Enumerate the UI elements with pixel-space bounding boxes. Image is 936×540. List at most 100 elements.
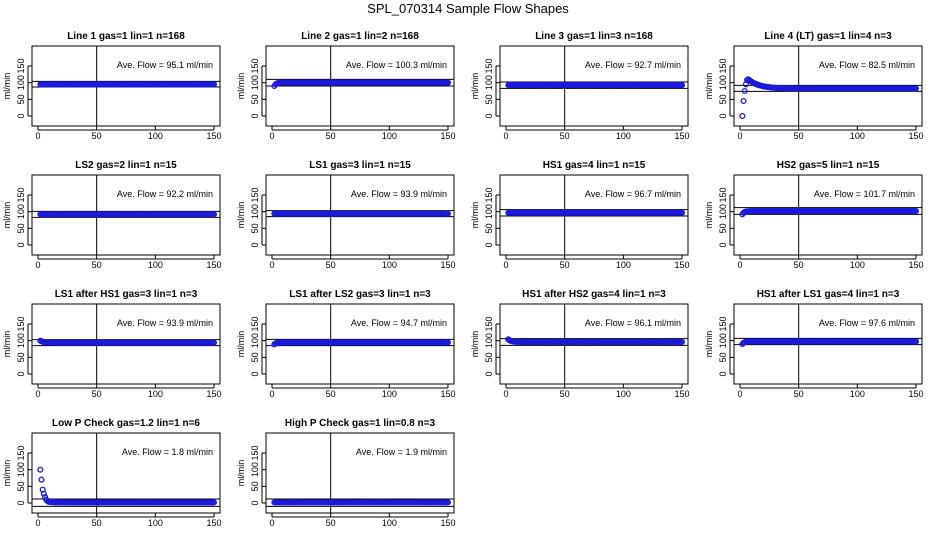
subplot-title: Line 1 gas=1 lin=1 n=168 [67,31,185,42]
x-tick-label: 0 [35,131,40,141]
subplot-title: LS1 after HS1 gas=3 lin=1 n=3 [55,289,198,300]
subplot-1: Line 1 gas=1 lin=1 n=168 0 50 100 150 ml/min 0… [2,31,222,141]
x-tick-label: 150 [908,131,923,141]
y-axis-label: ml/min [470,202,480,229]
x-tick-label: 0 [269,389,274,399]
y-tick-label: 150 [250,187,260,202]
plot-frame [733,45,923,127]
subplot-title: HS1 after HS2 gas=4 lin=1 n=3 [522,289,666,300]
data-point [678,82,686,89]
data-point [444,210,452,217]
x-tick-label: 150 [674,260,689,270]
plot-frame [499,174,689,256]
x-tick-label: 100 [616,260,631,270]
plot-frame [31,45,221,127]
average-flow-annotation: Ave. Flow = 101.7 ml/min [814,189,915,199]
series-points [271,79,452,90]
y-axis-label: ml/min [236,202,246,229]
y-tick-label: 0 [16,113,26,118]
y-tick-label: 0 [484,371,494,376]
x-tick-label: 100 [148,260,163,270]
data-point [444,339,452,346]
x-tick-label: 0 [737,131,742,141]
y-tick-label: 150 [16,187,26,202]
average-flow-annotation: Ave. Flow = 92.2 ml/min [117,189,213,199]
annotation-bg [815,59,918,71]
x-tick-label: 150 [674,131,689,141]
subplot-2: Line 2 gas=1 lin=2 n=168 0 50 100 150 ml/min 0… [236,31,456,141]
data-point [38,476,45,483]
y-tick-label: 0 [16,500,26,505]
subplot-title: Low P Check gas=1.2 lin=1 n=6 [52,418,200,429]
y-tick-label: 100 [484,333,494,348]
x-tick-label: 0 [737,260,742,270]
y-tick-label: 100 [16,204,26,219]
subplot-title: Line 4 (LT) gas=1 lin=4 n=3 [764,31,892,42]
x-tick-label: 100 [616,389,631,399]
average-flow-annotation: Ave. Flow = 93.9 ml/min [117,318,213,328]
data-point [37,466,44,473]
y-tick-label: 150 [250,316,260,331]
plot-frame [265,432,455,514]
subplot-title: HS1 gas=4 lin=1 n=15 [543,160,646,171]
y-tick-label: 0 [250,113,260,118]
y-axis-label: ml/min [236,331,246,358]
x-tick-label: 100 [382,389,397,399]
series-points [505,209,686,216]
y-tick-label: 100 [718,204,728,219]
plot-frame [31,174,221,256]
subplot-6: LS1 gas=3 lin=1 n=15 0 50 100 150 ml/min 0 50 10… [236,160,456,270]
data-point [210,339,218,346]
y-tick-label: 150 [16,58,26,73]
subplot-14: High P Check gas=1 lin=0.8 n=3 0 50 100 150 m… [236,418,456,528]
y-axis-label: ml/min [2,331,12,358]
x-tick-label: 0 [35,389,40,399]
series-points [271,210,452,217]
annotation-bg [347,317,450,329]
x-tick-label: 150 [908,260,923,270]
y-tick-label: 0 [16,371,26,376]
series-points [739,208,920,218]
subplot-title: Line 3 gas=1 lin=3 n=168 [535,31,653,42]
subplot-8: HS2 gas=5 lin=1 n=15 0 50 100 150 ml/min 0 50 10… [704,160,924,270]
series-points [505,82,686,89]
data-point [444,79,452,86]
average-flow-annotation: Ave. Flow = 1.8 ml/min [122,447,213,457]
series-points [739,338,920,348]
y-tick-label: 0 [718,371,728,376]
y-tick-label: 0 [484,113,494,118]
data-point [678,209,686,216]
data-point [741,87,748,95]
x-tick-label: 150 [206,518,221,528]
x-tick-label: 150 [440,260,455,270]
annotation-bg [810,188,918,200]
subplot-9: LS1 after HS1 gas=3 lin=1 n=3 0 50 100 150 ml… [2,289,222,399]
y-axis-label: ml/min [704,331,714,358]
subplot-title: High P Check gas=1 lin=0.8 n=3 [285,418,436,429]
x-tick-label: 50 [326,260,336,270]
x-tick-label: 50 [794,260,804,270]
figure-title: SPL_070314 Sample Flow Shapes [367,1,569,16]
plot-frame [499,303,689,385]
y-tick-label: 150 [484,58,494,73]
subplot-title: HS1 after LS1 gas=4 lin=1 n=3 [757,289,900,300]
x-tick-label: 50 [326,389,336,399]
plot-frame [499,45,689,127]
data-point [210,81,218,88]
data-point [739,112,746,120]
subplot-12: HS1 after LS1 gas=4 lin=1 n=3 0 50 100 150 ml… [704,289,924,399]
x-tick-label: 50 [560,131,570,141]
x-tick-label: 0 [35,260,40,270]
y-tick-label: 100 [718,333,728,348]
data-point [210,499,218,506]
y-tick-label: 150 [484,187,494,202]
x-tick-label: 100 [850,389,865,399]
y-tick-label: 150 [16,445,26,460]
y-tick-label: 100 [484,204,494,219]
subplot-10: LS1 after LS2 gas=3 lin=1 n=3 0 50 100 150 ml… [236,289,456,399]
y-axis-label: ml/min [236,73,246,100]
x-tick-label: 0 [737,389,742,399]
plot-frame [31,432,221,514]
y-tick-label: 50 [718,352,728,362]
annotation-bg [352,446,450,458]
